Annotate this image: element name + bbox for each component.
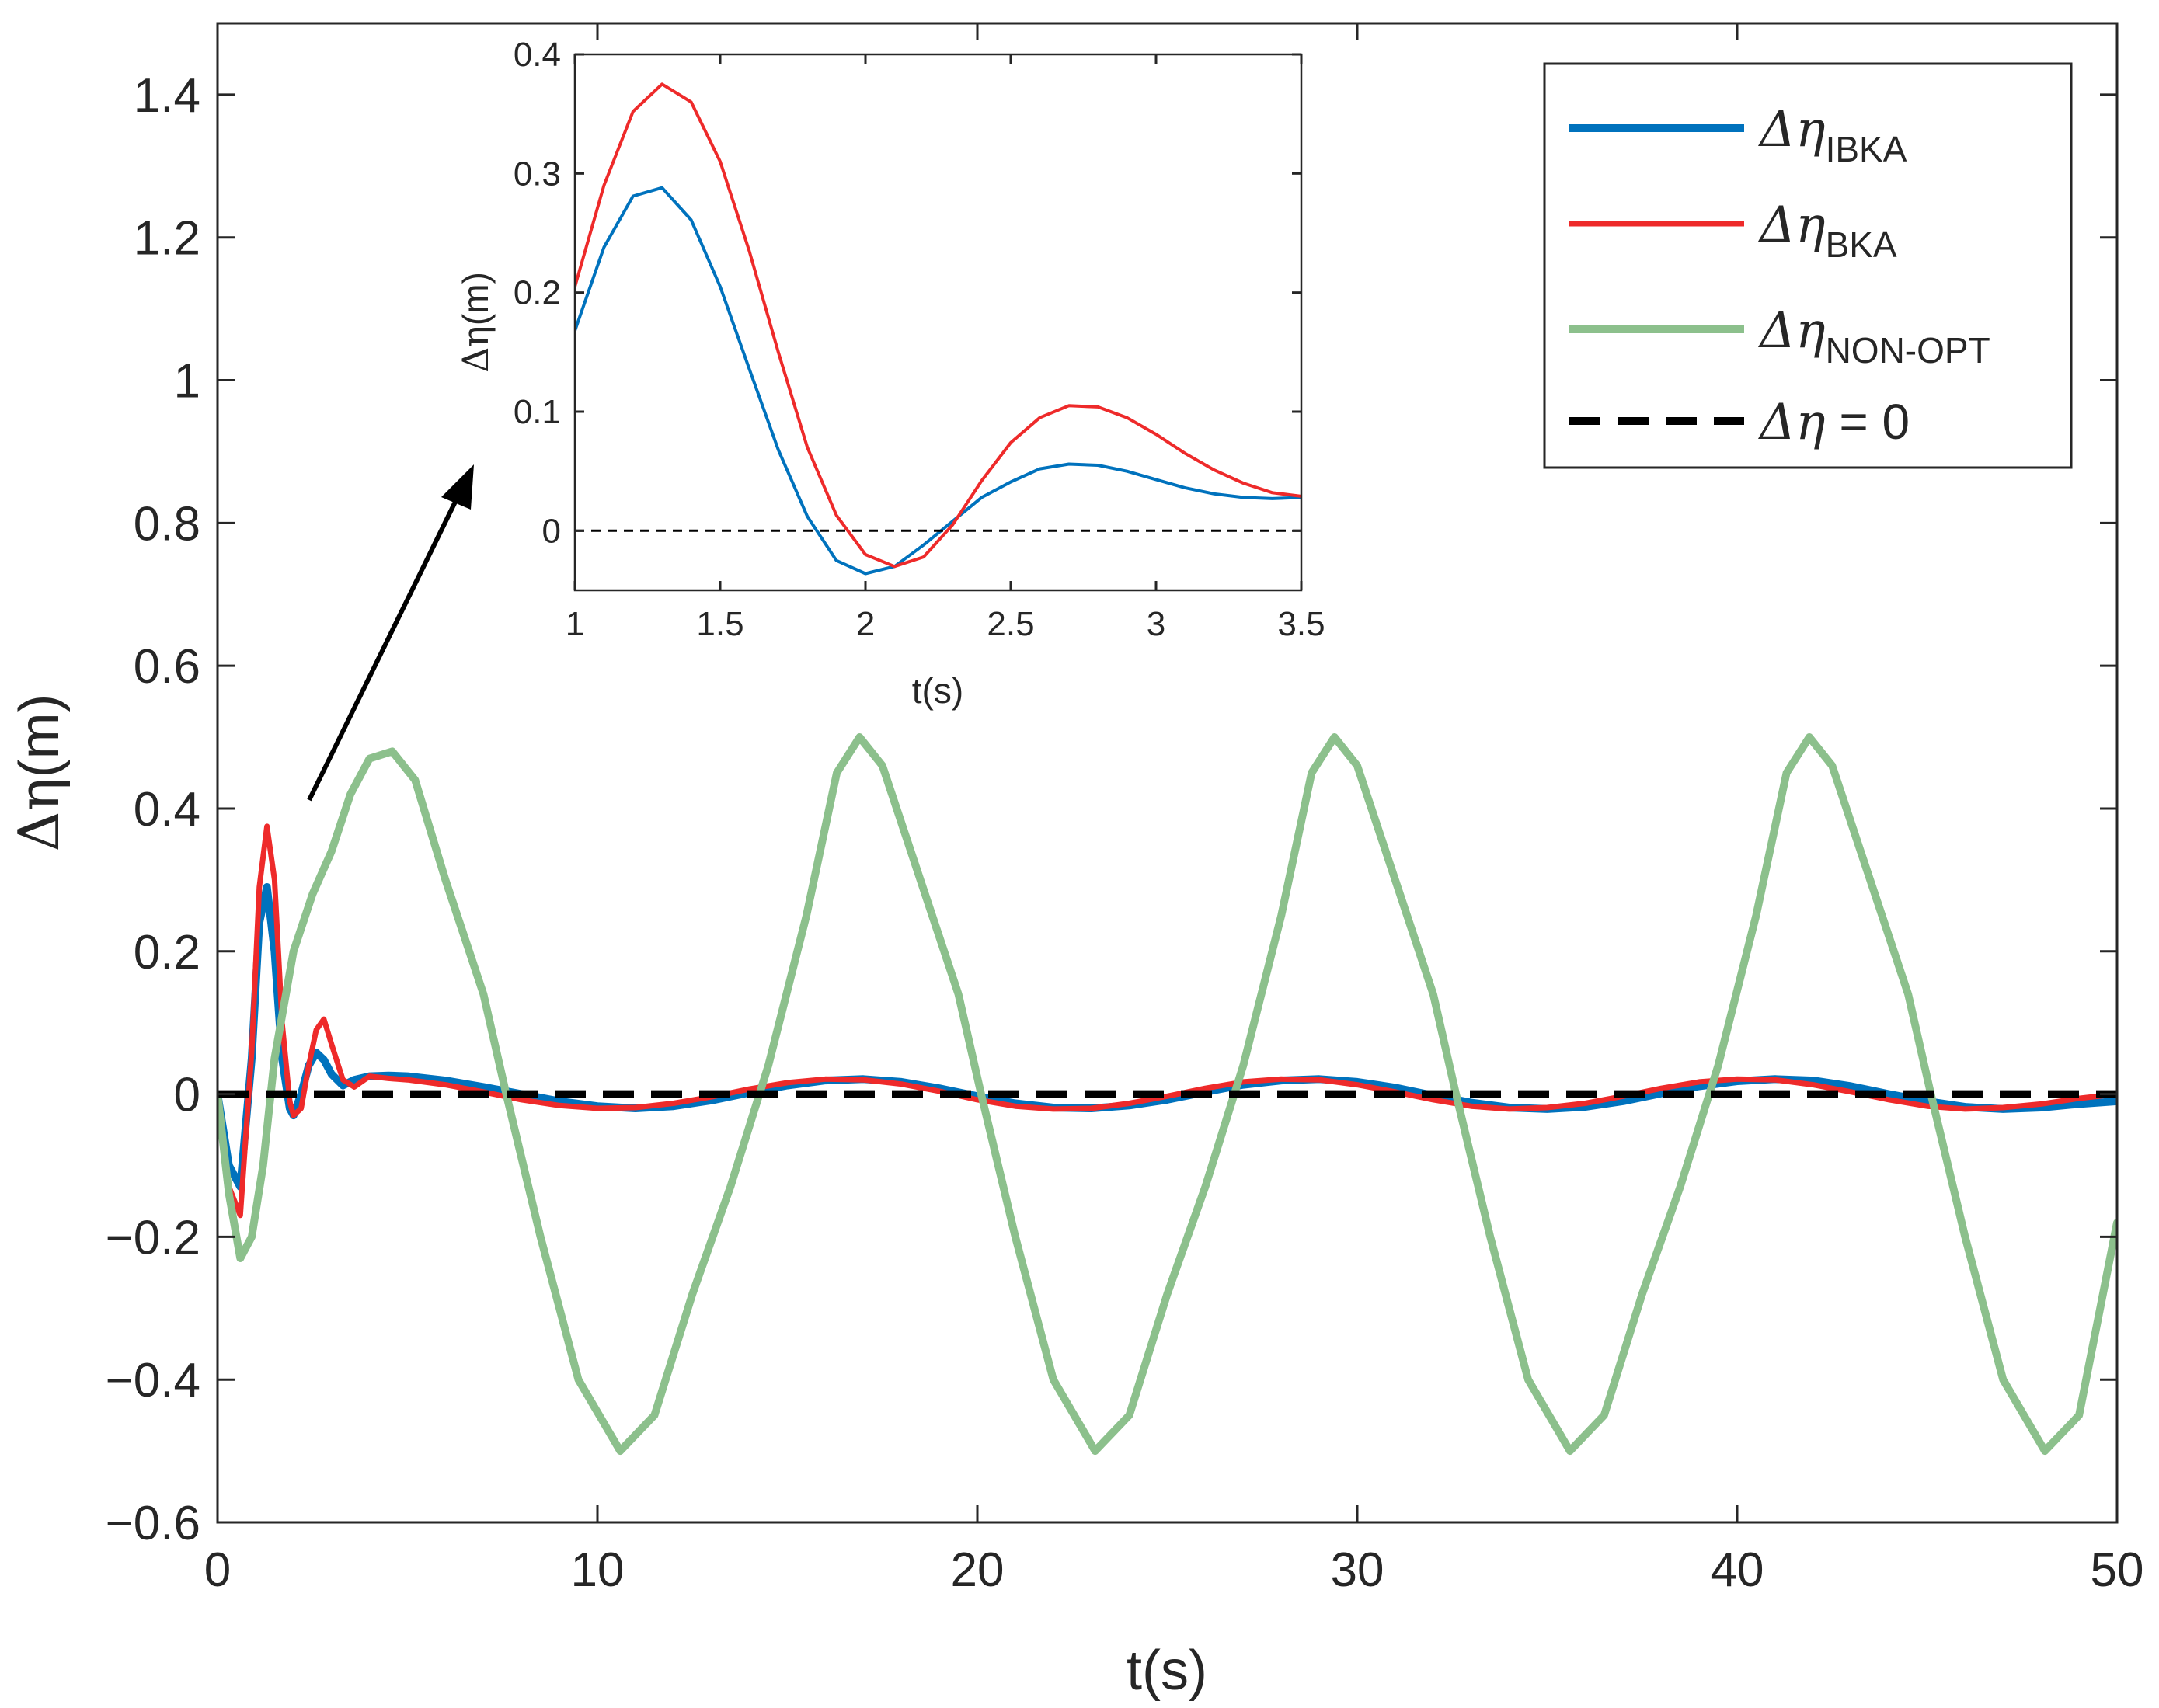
main-x-tick-label: 20 — [951, 1543, 1005, 1597]
legend-label-ibka-sub: IBKA — [1826, 129, 1907, 169]
legend-label-zero-base: Δη — [1757, 394, 1826, 451]
legend-label-zero-rest: = 0 — [1826, 394, 1910, 450]
main-x-tick-label: 50 — [2091, 1543, 2144, 1597]
main-y-axis-label-unit: (m) — [9, 694, 71, 777]
inset-y-tick-label: 0.1 — [514, 393, 561, 431]
legend-label-ibka-base: Δη — [1757, 101, 1826, 158]
main-y-tick-label: 1 — [174, 355, 200, 409]
main-y-axis-label: Δη(m) — [6, 694, 71, 851]
main-y-tick-label: −0.4 — [106, 1354, 200, 1407]
main-y-tick-label: 0.4 — [134, 783, 200, 837]
main-x-tick-label: 0 — [204, 1543, 231, 1597]
main-x-tick-label: 30 — [1331, 1543, 1384, 1597]
legend-item-bka: ΔηBKA — [1569, 197, 1897, 265]
inset-series-group — [575, 82, 1301, 576]
inset-x-tick-label: 1 — [566, 605, 584, 643]
inset-background — [575, 54, 1301, 590]
inset-x-tick-label: 1.5 — [696, 605, 743, 643]
inset-x-axis-label: t(s) — [912, 670, 963, 711]
main-y-tick-label: −0.6 — [106, 1497, 200, 1550]
inset-x-tick-label: 3 — [1147, 605, 1165, 643]
inset-y-tick-label: 0.2 — [514, 274, 561, 312]
inset-x-tick-label: 2.5 — [987, 605, 1034, 643]
legend: ΔηIBKA ΔηBKA ΔηNON-OPT Δη = 0 — [1543, 62, 2073, 469]
main-ticks-group: 0 10 20 30 40 50−0.6−0.4−0.200.20.40.60.811.2… — [106, 23, 2144, 1597]
legend-label-bka: ΔηBKA — [1757, 197, 1897, 265]
inset-plot-frame — [573, 53, 1303, 592]
main-x-axis-label: t(s) — [1127, 1640, 1207, 1702]
main-y-tick-label: 0.6 — [134, 640, 200, 694]
legend-label-bka-base: Δη — [1757, 197, 1826, 254]
inset-axes: 1 1.5 2 2.5 3 3.5 0 0.1 0.2 0.3 0.4 t(s) Δη(m) — [454, 36, 1325, 711]
legend-label-non-opt-base: Δη — [1757, 302, 1826, 360]
legend-label-zero: Δη = 0 — [1757, 394, 1910, 451]
zoom-arrow-head — [441, 464, 474, 510]
inset-y-axis-label-symbol: Δη — [454, 325, 496, 373]
main-y-tick-label: 0.2 — [134, 926, 200, 979]
main-y-axis-label-symbol: Δη — [6, 777, 71, 851]
inset-y-tick-label: 0.4 — [514, 36, 561, 74]
inset-series-bka-line — [575, 82, 1301, 569]
main-x-tick-label: 10 — [571, 1543, 625, 1597]
main-axes: 0 10 20 30 40 50−0.6−0.4−0.200.20.40.60.811.2… — [6, 22, 2144, 1702]
legend-item-non-opt: ΔηNON-OPT — [1569, 302, 1990, 370]
inset-y-tick-label: 0.3 — [514, 155, 561, 193]
main-y-tick-label: 0 — [174, 1069, 200, 1122]
main-y-tick-label: 1.2 — [134, 212, 200, 266]
inset-x-tick-label: 2 — [856, 605, 875, 643]
inset-x-tick-label: 3.5 — [1277, 605, 1325, 643]
legend-label-bka-sub: BKA — [1826, 224, 1897, 265]
main-x-tick-label: 40 — [1711, 1543, 1764, 1597]
zoom-arrow — [307, 464, 474, 802]
main-y-tick-label: −0.2 — [106, 1211, 200, 1264]
zoom-arrow-shaft — [307, 497, 459, 802]
legend-item-zero: Δη = 0 — [1569, 394, 1910, 451]
main-plot-frame — [216, 22, 2119, 1524]
legend-label-non-opt-sub: NON-OPT — [1826, 330, 1990, 370]
inset-ticks-group: 1 1.5 2 2.5 3 3.5 0 0.1 0.2 0.3 0.4 — [514, 36, 1325, 643]
inset-y-axis-label: Δη(m) — [454, 272, 496, 373]
legend-item-ibka: ΔηIBKA — [1569, 101, 1907, 169]
inset-y-axis-label-unit: (m) — [455, 272, 496, 325]
inset-series-ibka-line — [575, 186, 1301, 576]
main-y-tick-label: 0.8 — [134, 497, 200, 551]
main-series-non-opt-line — [218, 733, 2117, 1456]
main-y-tick-label: 1.4 — [134, 69, 200, 123]
main-series-group — [218, 733, 2117, 1456]
legend-label-non-opt: ΔηNON-OPT — [1757, 302, 1990, 370]
legend-label-ibka: ΔηIBKA — [1757, 101, 1907, 169]
inset-y-tick-label: 0 — [542, 512, 561, 550]
